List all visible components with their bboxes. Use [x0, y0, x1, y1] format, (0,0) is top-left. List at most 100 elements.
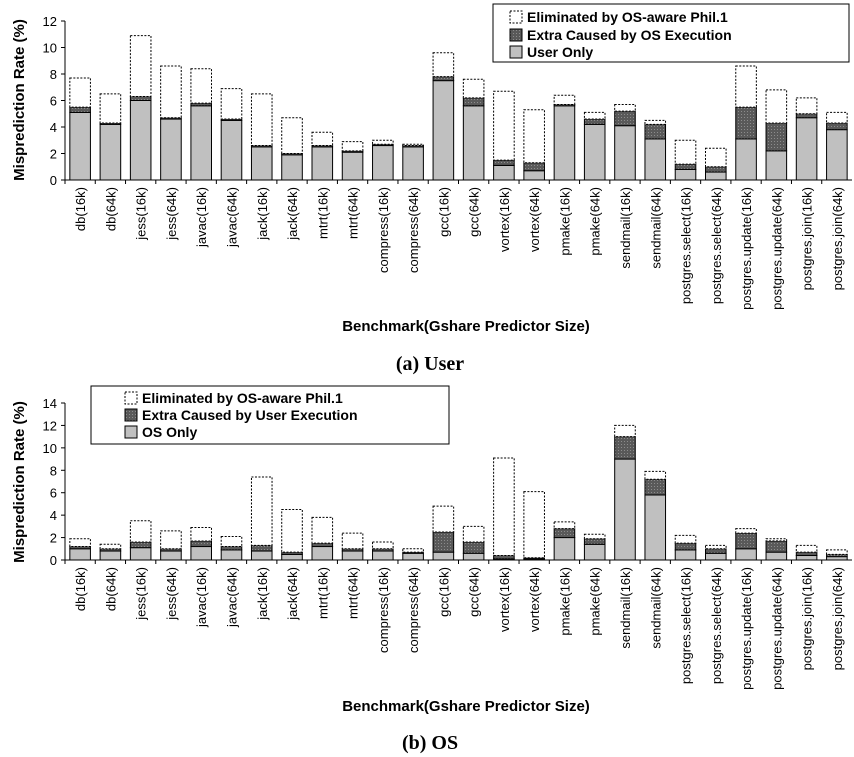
legend-swatch-eliminated: [509, 10, 523, 24]
y-tick-label: 14: [43, 396, 57, 411]
x-tick-label: postgres.update(64k): [769, 187, 784, 310]
bar-segment-eliminated: [432, 505, 455, 533]
bar-segment-extra: [220, 546, 243, 551]
bar-segment-eliminated: [99, 93, 122, 124]
bar-segment-eliminated: [674, 139, 697, 165]
x-tick-label: postgres.join(16k): [800, 567, 815, 670]
y-tick-label: 0: [50, 553, 57, 568]
bar-segment-extra: [432, 531, 455, 553]
y-axis-label: Misprediction Rate (%): [11, 401, 28, 563]
bar-segment-base: [826, 129, 848, 181]
bar-segment-extra: [523, 162, 545, 172]
bar-segment-eliminated: [795, 97, 818, 115]
bar-segment-eliminated: [826, 111, 848, 124]
bar-segment-extra: [190, 540, 212, 548]
bar-segment-eliminated: [341, 532, 364, 550]
bar-segment-base: [523, 170, 545, 181]
bar-segment-base: [190, 105, 212, 181]
bar-segment-eliminated: [250, 93, 273, 147]
x-tick-label: javac(16k): [194, 187, 209, 248]
bar-segment-extra: [735, 106, 757, 140]
x-tick-label: jack(16k): [255, 187, 270, 241]
x-tick-label: gcc(16k): [436, 187, 451, 237]
x-tick-label: sendmail(16k): [618, 567, 633, 649]
bar-segment-base: [372, 145, 394, 181]
bar-segment-base: [69, 548, 91, 561]
bar-segment-extra: [674, 542, 697, 551]
x-tick-label: vortex(16k): [497, 187, 512, 252]
x-tick-label: postgres.select(16k): [679, 187, 694, 304]
legend-label-extra: Extra Caused by OS Execution: [527, 27, 732, 43]
bar-segment-extra: [735, 532, 757, 550]
bar-segment-base: [583, 543, 606, 561]
bar-segment-extra: [402, 551, 424, 554]
x-tick-label: sendmail(16k): [618, 187, 633, 269]
bar-segment-base: [674, 549, 697, 561]
x-tick-label: compress(16k): [376, 187, 391, 273]
bar-segment-extra: [674, 163, 697, 170]
bar-segment-eliminated: [190, 68, 212, 104]
bar-segment-extra: [795, 551, 818, 557]
bar-segment-base: [795, 117, 818, 181]
x-tick-label: jess(16k): [134, 567, 149, 621]
bar-segment-eliminated: [129, 35, 152, 98]
x-tick-label: jess(64k): [164, 567, 179, 621]
bar-segment-eliminated: [190, 526, 212, 542]
bar-segment-base: [614, 458, 636, 561]
bar-segment-extra: [69, 106, 91, 113]
bar-segment-base: [250, 146, 273, 181]
bar-segment-base: [735, 138, 757, 181]
bar-segment-extra: [583, 538, 606, 545]
x-tick-label: mtrt(16k): [315, 187, 330, 239]
y-tick-label: 8: [50, 67, 57, 82]
bar-segment-eliminated: [614, 103, 636, 112]
bar-segment-base: [765, 551, 788, 561]
bar-segment-base: [402, 552, 424, 561]
bar-segment-extra: [129, 96, 152, 101]
legend-label-extra: Extra Caused by User Execution: [142, 407, 358, 423]
bar-segment-base: [765, 150, 788, 181]
x-tick-label: sendmail(64k): [648, 187, 663, 269]
bar-segment-eliminated: [493, 90, 515, 161]
bar-segment-extra: [553, 528, 576, 539]
bar-segment-eliminated: [674, 534, 697, 544]
bar-segment-extra: [190, 102, 212, 107]
y-tick-label: 6: [50, 486, 57, 501]
bar-segment-base: [735, 548, 757, 561]
bar-segment-base: [281, 154, 303, 181]
bars-group: [69, 35, 848, 181]
x-tick-label: postgres.update(16k): [739, 187, 754, 310]
bar-segment-base: [493, 164, 515, 181]
bar-segment-eliminated: [281, 117, 303, 154]
x-tick-label: postgres.select(64k): [709, 187, 724, 304]
bar-segment-base: [402, 146, 424, 181]
x-tick-label: javac(16k): [194, 567, 209, 628]
y-tick-label: 8: [50, 463, 57, 478]
x-tick-label: db(64k): [103, 567, 118, 611]
bar-segment-base: [220, 119, 243, 181]
bar-segment-base: [644, 138, 667, 181]
y-tick-label: 12: [43, 14, 57, 29]
bar-segment-base: [99, 123, 122, 181]
bar-segment-base: [674, 168, 697, 181]
x-tick-label: postgres.update(16k): [739, 567, 754, 690]
x-tick-label: vortex(16k): [497, 567, 512, 632]
bar-segment-base: [160, 550, 182, 561]
bar-segment-eliminated: [765, 89, 788, 124]
bar-segment-eliminated: [69, 77, 91, 108]
bar-segment-base: [250, 550, 273, 561]
legend-swatch-extra: [124, 408, 138, 422]
x-tick-label: jess(64k): [164, 187, 179, 241]
x-tick-label: pmake(16k): [557, 187, 572, 256]
y-tick-label: 10: [43, 41, 57, 56]
bar-segment-extra: [372, 548, 394, 552]
y-tick-label: 12: [43, 418, 57, 433]
bar-segment-eliminated: [735, 528, 757, 534]
bar-segment-extra: [432, 76, 455, 82]
x-tick-label: pmake(16k): [557, 567, 572, 636]
bar-segment-extra: [493, 159, 515, 166]
bar-segment-eliminated: [735, 65, 757, 108]
x-axis-label: Benchmark(Gshare Predictor Size): [342, 698, 590, 715]
bar-segment-extra: [765, 540, 788, 553]
